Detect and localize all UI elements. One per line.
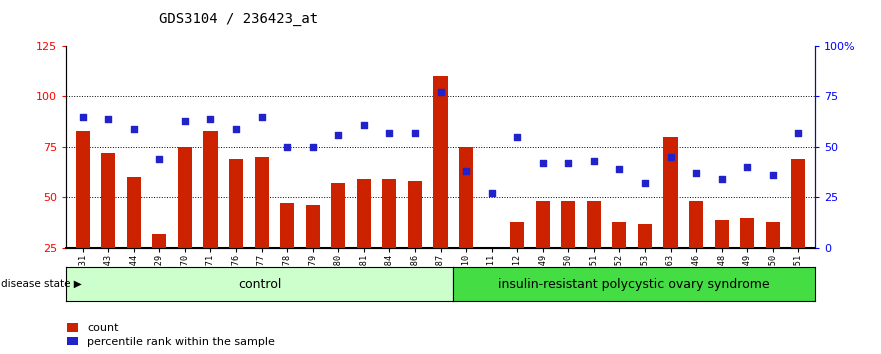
Bar <box>178 147 192 248</box>
Point <box>714 176 729 182</box>
Bar <box>766 222 780 248</box>
Point <box>485 190 499 196</box>
Point <box>536 160 550 166</box>
Point <box>204 116 218 121</box>
Bar <box>433 76 448 248</box>
Bar <box>561 201 575 248</box>
Bar <box>510 222 524 248</box>
Bar <box>638 224 652 248</box>
Point <box>127 126 141 132</box>
Point <box>306 144 320 150</box>
Point <box>510 134 524 140</box>
Point <box>612 166 626 172</box>
Point <box>740 164 754 170</box>
Bar <box>229 159 243 248</box>
Bar <box>255 157 269 248</box>
Point <box>766 172 780 178</box>
Point <box>561 160 575 166</box>
Point <box>357 122 371 127</box>
Point <box>152 156 167 162</box>
Point <box>408 130 422 136</box>
Text: insulin-resistant polycystic ovary syndrome: insulin-resistant polycystic ovary syndr… <box>499 278 770 291</box>
Bar <box>663 137 677 248</box>
Point <box>433 90 448 95</box>
Legend: count, percentile rank within the sample: count, percentile rank within the sample <box>67 323 275 347</box>
Bar <box>127 177 141 248</box>
Point <box>229 126 243 132</box>
Point <box>331 132 345 138</box>
Bar <box>76 131 90 248</box>
Point <box>791 130 805 136</box>
Point <box>280 144 294 150</box>
Point <box>382 130 396 136</box>
Bar <box>485 248 499 256</box>
Text: disease state ▶: disease state ▶ <box>1 279 82 289</box>
Point <box>101 116 115 121</box>
Point <box>255 114 269 120</box>
Point <box>689 170 703 176</box>
Bar <box>101 153 115 248</box>
Text: GDS3104 / 236423_at: GDS3104 / 236423_at <box>159 12 318 27</box>
Bar <box>152 234 167 248</box>
Point <box>587 158 601 164</box>
Bar <box>536 201 550 248</box>
Bar <box>459 147 473 248</box>
Bar <box>740 217 754 248</box>
Bar <box>331 183 345 248</box>
Text: control: control <box>238 278 281 291</box>
Bar <box>306 205 320 248</box>
Bar <box>280 204 294 248</box>
Point <box>663 154 677 160</box>
Bar <box>587 201 601 248</box>
Point <box>76 114 90 120</box>
Bar <box>791 159 805 248</box>
Bar <box>689 201 703 248</box>
Bar <box>382 179 396 248</box>
Point <box>638 181 652 186</box>
Bar <box>204 131 218 248</box>
Point <box>178 118 192 124</box>
Point <box>459 168 473 174</box>
Bar <box>612 222 626 248</box>
Bar <box>408 181 422 248</box>
Bar <box>357 179 371 248</box>
Bar <box>714 219 729 248</box>
